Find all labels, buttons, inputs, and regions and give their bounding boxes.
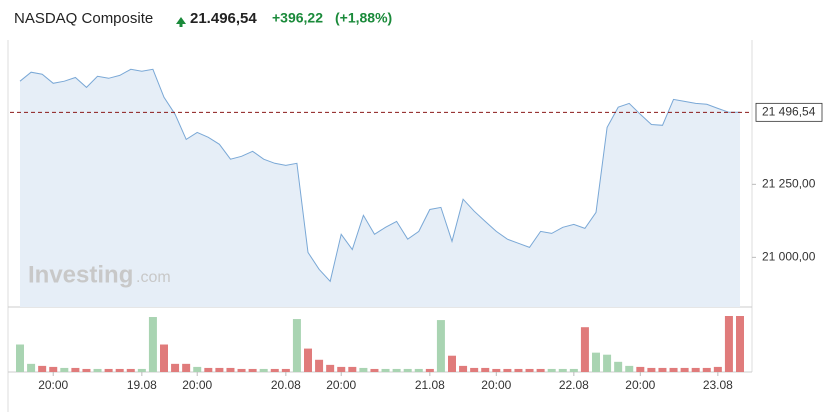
last-price-box: [755, 102, 823, 122]
volume-bar: [71, 367, 80, 372]
volume-bar: [82, 368, 91, 372]
volume-bar: [60, 367, 69, 372]
volume-bar: [724, 316, 733, 372]
volume-bar: [558, 368, 567, 372]
volume-bar: [414, 368, 423, 372]
change: +396,22: [272, 10, 323, 26]
last-price-label: 21 496,54: [762, 105, 816, 119]
volume-bar: [547, 368, 556, 372]
volume-bar: [171, 363, 180, 372]
volume-bar: [326, 364, 335, 372]
watermark: Investing: [28, 261, 133, 288]
volume-bar: [636, 366, 645, 372]
volume-bar: [459, 365, 468, 372]
volume-bar: [281, 368, 290, 372]
x-tick-label: 21.08: [415, 378, 445, 392]
volume-bar: [392, 368, 401, 372]
volume-bar: [691, 367, 700, 372]
volume-bar: [436, 320, 445, 372]
volume-bar: [126, 368, 135, 372]
up-arrow: [176, 17, 186, 27]
volume-bar: [115, 368, 124, 372]
volume-bar: [304, 348, 312, 372]
volume-bar: [193, 366, 202, 372]
price-line: [19, 68, 740, 283]
x-tick-label: 22.08: [559, 378, 589, 392]
volume-bar: [569, 368, 578, 372]
volume-bar: [492, 368, 501, 372]
volume-bar: [248, 368, 257, 372]
volume-bar: [658, 367, 667, 372]
volume-bar: [93, 368, 102, 372]
volume-bar: [481, 367, 490, 372]
volume-bar: [160, 344, 168, 372]
area: [20, 69, 740, 307]
volume-bar: [292, 319, 301, 372]
volume-bar: [182, 363, 191, 372]
volume-bar: [237, 368, 246, 372]
volume-bar: [614, 361, 623, 372]
volume-bar: [680, 367, 689, 372]
volume-bar: [713, 366, 722, 372]
x-tick-label: 20:00: [38, 378, 68, 392]
volume-bar: [403, 368, 412, 372]
volume-bar: [49, 366, 58, 372]
volume-bar: [702, 367, 711, 372]
volume-bar: [16, 344, 24, 372]
volume-bar: [736, 316, 744, 372]
y-tick-label: 21 250,00: [762, 177, 816, 191]
volume-bar: [503, 368, 512, 372]
volume-bar: [38, 365, 47, 372]
volume-bar: [580, 327, 589, 372]
volume-bar: [381, 368, 390, 372]
volume-bar: [647, 367, 656, 372]
volume-bar: [625, 365, 634, 372]
x-tick-label: 23.08: [703, 378, 733, 392]
x-tick-label: 20:00: [481, 378, 511, 392]
volume-bar: [370, 368, 379, 372]
volume-bar: [215, 367, 224, 372]
volume-bar: [27, 363, 36, 372]
x-tick-label: 20:00: [182, 378, 212, 392]
volume-bar: [148, 317, 157, 372]
volume-bar: [669, 367, 678, 372]
volume-bar: [536, 368, 545, 372]
volume-bar: [104, 368, 113, 372]
x-tick-label: 19.08: [127, 378, 157, 392]
y-tick-label: 21 000,00: [762, 250, 816, 264]
volume-bar: [337, 366, 346, 372]
change-percent: (+1,88%): [335, 10, 392, 26]
volume-bar: [204, 367, 213, 372]
volume-bar: [359, 367, 368, 372]
volume-bar: [470, 367, 479, 372]
volume-bar: [226, 367, 235, 372]
chart-title: NASDAQ Composite: [14, 10, 153, 27]
volume-bar: [525, 368, 534, 372]
volume-bar: [137, 368, 146, 372]
volume-bar: [270, 368, 279, 372]
x-tick-label: 20:00: [625, 378, 655, 392]
volume-bar: [514, 368, 523, 372]
watermark-suffix: .com: [136, 269, 171, 286]
volume-bar: [425, 368, 434, 372]
volume-bar: [592, 352, 600, 372]
volume-bar: [315, 359, 324, 372]
x-tick-label: 20:00: [326, 378, 356, 392]
volume-bar: [603, 354, 612, 372]
x-tick-label: 20.08: [271, 378, 301, 392]
volume-bar: [348, 366, 357, 372]
last-price: 21.496,54: [190, 10, 257, 27]
volume-bar: [259, 368, 268, 372]
volume-bar: [448, 355, 456, 372]
